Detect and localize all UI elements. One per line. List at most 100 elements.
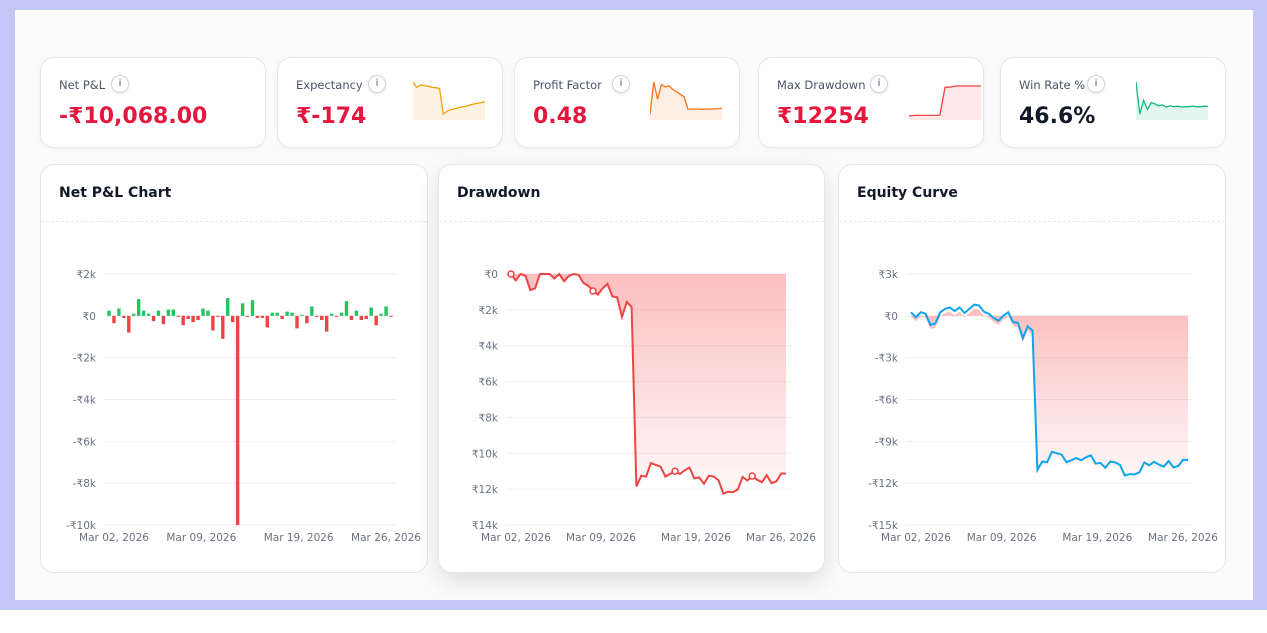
pnl-bar — [122, 315, 126, 318]
divider — [439, 221, 824, 222]
pnl-bar — [156, 310, 161, 316]
pnl-bar — [146, 313, 151, 316]
pnl-bar — [235, 315, 240, 525]
net-pnl-chart-card: ₹2k ₹0 -₹2k -₹4k -₹6k -₹8k -₹10k Mar 02, 2026 Ma… — [40, 164, 428, 573]
pnl-bar — [324, 315, 329, 332]
pnl-bar — [344, 301, 349, 316]
x-tick-label: Mar 09, 2026 — [967, 532, 1037, 544]
drawdown-marker — [507, 270, 515, 278]
pnl-bar — [132, 313, 136, 316]
y-tick-label: ₹6k — [479, 377, 499, 389]
sparkline — [650, 81, 722, 120]
drawdown-marker — [589, 287, 597, 295]
kpi-label: Net P&L — [59, 78, 106, 92]
y-tick-label: -₹10k — [66, 520, 97, 532]
kpi-card-expectancy: Expectancy i ₹-174 — [277, 57, 503, 148]
pnl-bar — [151, 315, 156, 322]
pnl-bar — [290, 312, 294, 316]
pnl-bar — [329, 313, 334, 316]
pnl-bar — [245, 315, 250, 317]
pnl-bar — [389, 315, 393, 317]
kpi-value: ₹12254 — [777, 104, 869, 129]
kpi-label: Win Rate % — [1019, 78, 1086, 92]
y-tick-label: -₹4k — [73, 395, 97, 407]
info-icon[interactable]: i — [368, 75, 386, 93]
pnl-bar — [250, 300, 255, 316]
y-tick-label: ₹0 — [885, 311, 898, 323]
pnl-bar — [305, 315, 309, 324]
kpi-card-net-p-l: Net P&L i -₹10,068.00 — [40, 57, 266, 148]
pnl-bar — [216, 315, 220, 317]
y-tick-label: -₹6k — [73, 436, 97, 448]
pnl-bar — [379, 313, 383, 316]
pnl-bar — [255, 315, 260, 318]
y-tick-label: ₹12k — [472, 484, 499, 496]
pnl-bar — [285, 311, 289, 316]
pnl-bar — [201, 308, 205, 316]
pnl-bar — [161, 315, 166, 325]
y-tick-label: ₹2k — [479, 305, 499, 317]
drawdown-marker — [748, 472, 756, 480]
pnl-bar — [369, 307, 373, 316]
x-tick-label: Mar 19, 2026 — [1062, 532, 1132, 544]
info-icon[interactable]: i — [111, 75, 129, 93]
y-tick-label: ₹0 — [485, 269, 498, 281]
drawdown-chart-card: ₹0 ₹2k ₹4k ₹6k ₹8k ₹10k ₹12k ₹14k Mar 02, 2026 Ma… — [438, 164, 825, 573]
kpi-label: Expectancy — [296, 78, 363, 92]
drawdown-area — [511, 274, 786, 494]
card-title: Equity Curve — [857, 185, 958, 201]
pnl-bar — [374, 315, 378, 326]
pnl-bar — [300, 314, 304, 316]
y-tick-label: ₹10k — [472, 448, 499, 460]
pnl-bar — [112, 315, 116, 324]
sparkline-fill — [650, 82, 722, 120]
y-tick-label: -₹15k — [868, 520, 899, 532]
y-tick-label: -₹12k — [868, 478, 899, 490]
pnl-bar — [270, 312, 274, 316]
sparkline-fill — [909, 86, 981, 120]
y-tick-label: -₹3k — [875, 353, 899, 365]
pnl-bar — [349, 315, 354, 321]
drawdown-line — [510, 272, 787, 495]
pnl-bar — [364, 315, 368, 319]
pnl-bar — [320, 315, 324, 321]
info-icon[interactable]: i — [612, 75, 630, 93]
sparkline-fill — [413, 82, 485, 120]
kpi-label: Profit Factor — [533, 78, 602, 92]
x-tick-label: Mar 02, 2026 — [79, 532, 149, 544]
kpi-card-max-drawdown: Max Drawdown i ₹12254 — [758, 57, 984, 148]
pnl-bar — [240, 303, 245, 316]
sparkline-fill — [1136, 82, 1208, 120]
x-tick-label: Mar 26, 2026 — [1148, 532, 1218, 544]
kpi-value: 0.48 — [533, 104, 588, 129]
y-tick-label: ₹2k — [77, 269, 97, 281]
pnl-bar — [354, 310, 359, 316]
pnl-bar — [260, 315, 265, 318]
x-tick-label: Mar 19, 2026 — [661, 532, 731, 544]
equity-drawdown-shade — [911, 308, 1188, 480]
sparkline-line — [413, 81, 485, 116]
pnl-bar — [230, 315, 235, 323]
pnl-bar — [206, 310, 210, 316]
kpi-value: -₹10,068.00 — [59, 104, 208, 129]
pnl-bar — [171, 309, 176, 316]
y-tick-label: ₹8k — [479, 412, 499, 424]
pnl-bar — [117, 308, 121, 316]
pnl-bar — [181, 315, 185, 326]
pnl-bar — [141, 310, 146, 316]
pnl-bar — [107, 310, 111, 316]
info-icon[interactable]: i — [1087, 75, 1105, 93]
sparkline-line — [1136, 81, 1208, 115]
pnl-bar — [176, 315, 180, 317]
equity-line — [910, 303, 1189, 477]
pnl-bar — [384, 306, 388, 316]
pnl-bar — [275, 312, 279, 316]
pnl-bar — [339, 312, 344, 316]
pnl-bar — [295, 315, 299, 329]
pnl-bar — [211, 315, 215, 331]
info-icon[interactable]: i — [870, 75, 888, 93]
divider — [41, 221, 427, 222]
x-tick-label: Mar 26, 2026 — [351, 532, 421, 544]
